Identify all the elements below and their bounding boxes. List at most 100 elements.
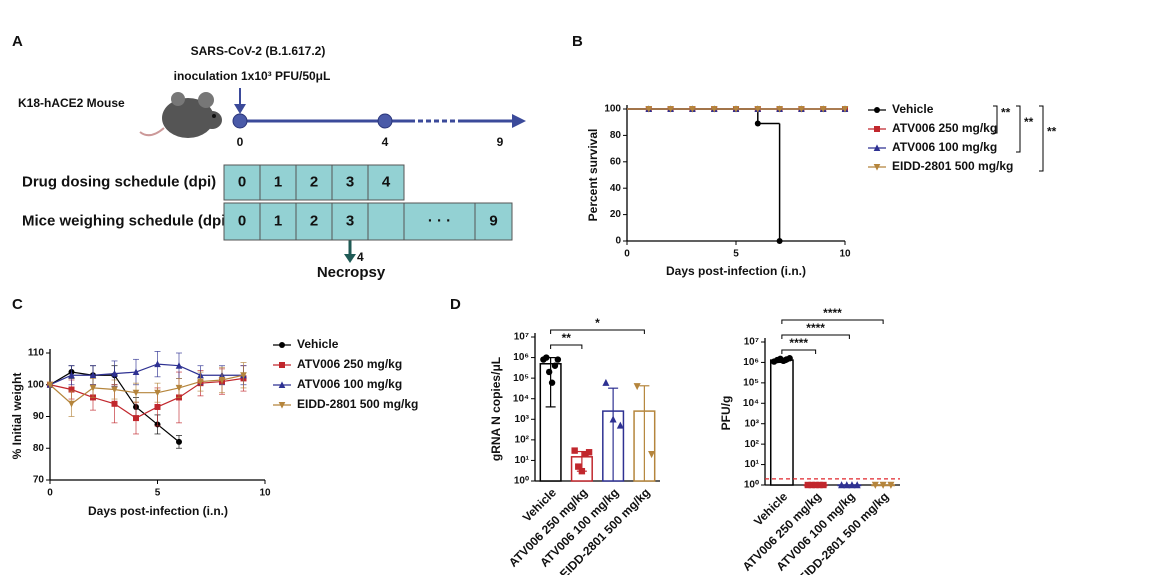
marker bbox=[571, 447, 578, 454]
marker bbox=[46, 381, 54, 389]
marker bbox=[812, 481, 819, 489]
marker bbox=[689, 106, 696, 113]
marker bbox=[786, 355, 793, 362]
y-tick-label: 80 bbox=[33, 443, 45, 454]
marker bbox=[871, 481, 879, 489]
y-tick-label: 10⁶ bbox=[513, 352, 529, 363]
schedule-cell bbox=[295, 202, 333, 241]
y-tick-label: 0 bbox=[615, 236, 621, 247]
schedule-day: 0 bbox=[238, 173, 246, 190]
y-tick-label: 40 bbox=[610, 183, 622, 194]
schedule-day: 2 bbox=[310, 173, 318, 190]
marker bbox=[132, 389, 140, 397]
marker bbox=[648, 451, 656, 459]
marker bbox=[820, 481, 827, 489]
x-tick-label: 0 bbox=[624, 249, 630, 260]
significance-label: ** bbox=[1001, 106, 1011, 120]
marker bbox=[218, 376, 226, 384]
y-axis-label: % Initial weight bbox=[10, 373, 24, 460]
marker bbox=[887, 481, 895, 489]
marker bbox=[843, 481, 851, 489]
marker bbox=[197, 378, 204, 386]
schedule-cell bbox=[367, 202, 405, 241]
panel-label: A bbox=[12, 33, 23, 50]
marker bbox=[154, 360, 161, 368]
marker bbox=[667, 106, 674, 113]
marker bbox=[732, 106, 740, 113]
significance-label: ** bbox=[562, 331, 572, 345]
marker bbox=[776, 106, 783, 113]
significance-label: **** bbox=[823, 306, 842, 320]
timeline-label: 9 bbox=[497, 135, 504, 149]
marker bbox=[808, 481, 815, 489]
marker bbox=[111, 370, 118, 377]
significance-bracket bbox=[993, 105, 998, 134]
y-tick-label: 70 bbox=[33, 475, 45, 486]
marker bbox=[554, 356, 562, 363]
marker bbox=[853, 481, 861, 489]
schedule-cell bbox=[295, 164, 333, 201]
y-axis-label: PFU/g bbox=[719, 396, 733, 431]
marker bbox=[68, 400, 75, 408]
y-tick-label: 60 bbox=[610, 156, 622, 167]
x-tick-label: 5 bbox=[733, 249, 739, 260]
marker bbox=[68, 386, 75, 393]
y-tick-label: 10³ bbox=[515, 414, 530, 425]
y-tick-label: 10³ bbox=[745, 418, 760, 429]
arrow-head bbox=[234, 104, 246, 114]
series-line bbox=[49, 363, 244, 386]
arrow-head bbox=[512, 114, 526, 128]
arrow-head bbox=[344, 254, 356, 263]
legend-label: ATV006 250 mg/kg bbox=[297, 357, 402, 371]
marker bbox=[816, 481, 823, 489]
inoculation: inoculation 1x10³ PFU/50μL bbox=[174, 69, 331, 83]
schedule-day: 3 bbox=[346, 173, 354, 190]
y-tick-label: 10⁴ bbox=[513, 393, 529, 404]
marker bbox=[89, 384, 97, 392]
marker bbox=[175, 362, 183, 369]
y-tick-label: 110 bbox=[28, 348, 45, 359]
schedule-day: 0 bbox=[238, 212, 246, 229]
marker bbox=[240, 372, 247, 379]
schedule-cell bbox=[474, 202, 513, 241]
schedule-day: 1 bbox=[274, 173, 282, 190]
panel-label: D bbox=[450, 296, 461, 313]
marker bbox=[754, 106, 762, 113]
marker bbox=[111, 386, 118, 394]
significance-label: **** bbox=[789, 336, 808, 350]
y-tick-label: 10⁰ bbox=[744, 480, 759, 491]
legend-label: ATV006 100 mg/kg bbox=[297, 377, 402, 391]
y-tick-label: 10⁷ bbox=[744, 337, 759, 348]
marker bbox=[776, 238, 783, 244]
marker bbox=[154, 403, 161, 410]
marker bbox=[582, 451, 589, 458]
necropsy-label: Necropsy bbox=[317, 264, 386, 281]
marker bbox=[841, 106, 849, 113]
marker bbox=[879, 481, 887, 489]
marker bbox=[176, 438, 182, 445]
marker bbox=[633, 383, 641, 391]
bar bbox=[769, 359, 794, 486]
marker bbox=[616, 421, 624, 429]
x-tick-label: 5 bbox=[155, 488, 161, 499]
y-tick-label: 10¹ bbox=[745, 459, 760, 470]
marker bbox=[602, 378, 610, 386]
virus: SARS-CoV-2 (B.1.617.2) bbox=[191, 44, 326, 58]
significance-bracket bbox=[781, 334, 850, 339]
legend-marker bbox=[874, 107, 880, 113]
marker bbox=[645, 106, 653, 113]
panel-label: C bbox=[12, 296, 23, 313]
x-tick-label: 0 bbox=[47, 488, 53, 499]
y-tick-label: 100 bbox=[604, 104, 621, 115]
schedule-day: 2 bbox=[310, 212, 318, 229]
schedule-day: · · · bbox=[428, 212, 451, 229]
legend-marker bbox=[278, 381, 286, 388]
x-axis-label: Days post-infection (i.n.) bbox=[88, 504, 228, 518]
legend-label: Vehicle bbox=[297, 337, 339, 351]
legend-marker bbox=[279, 362, 285, 368]
legend-marker bbox=[874, 126, 880, 132]
marker bbox=[89, 371, 97, 379]
marker bbox=[848, 481, 856, 489]
marker bbox=[543, 354, 550, 361]
significance-label: ** bbox=[1047, 125, 1057, 139]
